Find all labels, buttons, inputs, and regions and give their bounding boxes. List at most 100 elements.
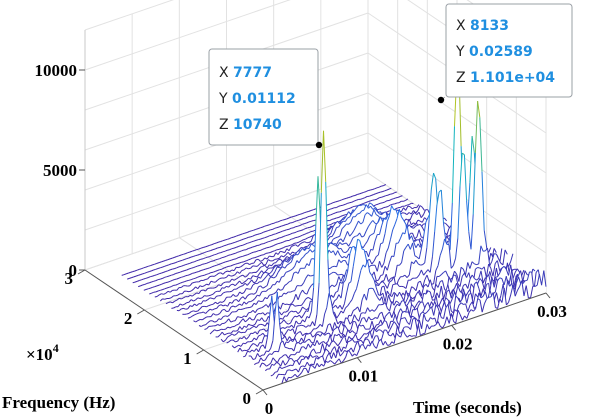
series-segment xyxy=(419,224,423,228)
series-segment xyxy=(201,252,205,254)
series-segment xyxy=(164,265,167,267)
series-segment xyxy=(264,257,268,260)
series-segment xyxy=(247,293,250,297)
series-segment xyxy=(378,329,382,331)
series-segment xyxy=(369,194,372,197)
series-segment xyxy=(227,302,231,307)
series-segment xyxy=(173,262,176,264)
series-segment xyxy=(340,220,344,224)
series-segment xyxy=(228,306,232,312)
series-segment xyxy=(350,266,354,282)
series-fill xyxy=(243,245,508,358)
series-segment xyxy=(234,299,237,301)
series-segment xyxy=(234,251,238,254)
series-segment xyxy=(433,324,437,327)
series-segment xyxy=(163,282,166,284)
series-segment xyxy=(308,285,312,290)
series-segment xyxy=(225,315,228,317)
series-segment xyxy=(264,297,268,300)
series-segment xyxy=(199,253,203,255)
series-segment xyxy=(261,317,265,322)
series-segment xyxy=(420,236,425,249)
series-segment xyxy=(255,228,259,230)
series-segment xyxy=(291,245,294,248)
series-segment xyxy=(345,341,349,349)
series-segment xyxy=(361,333,365,337)
series-segment xyxy=(269,276,272,279)
series-segment xyxy=(198,247,202,250)
series-segment xyxy=(275,373,279,379)
series-segment xyxy=(508,261,512,267)
series-segment xyxy=(308,231,312,234)
series-segment xyxy=(255,324,259,329)
series-segment xyxy=(200,300,204,305)
series-segment xyxy=(201,263,205,265)
series-segment xyxy=(345,242,350,247)
series-segment xyxy=(357,340,361,349)
series-segment xyxy=(412,207,415,210)
series-segment xyxy=(298,346,303,353)
series-segment xyxy=(160,266,163,269)
series-segment xyxy=(273,233,276,235)
series-segment xyxy=(256,329,261,335)
series-segment xyxy=(239,291,243,295)
series-segment xyxy=(329,323,333,331)
series-segment xyxy=(279,248,282,250)
series-segment xyxy=(333,227,337,233)
series-segment xyxy=(219,277,223,279)
series-segment xyxy=(303,325,307,328)
series-segment xyxy=(164,298,168,300)
series-segment xyxy=(337,326,341,333)
series-segment xyxy=(187,274,191,276)
series-segment xyxy=(476,263,479,266)
series-segment xyxy=(190,256,194,258)
series-segment xyxy=(168,263,172,266)
series-segment xyxy=(207,256,210,258)
series-segment xyxy=(471,136,475,153)
series-segment xyxy=(228,318,232,323)
series-segment xyxy=(514,268,518,273)
series-segment xyxy=(426,308,430,313)
series-segment xyxy=(152,274,155,277)
series-segment xyxy=(351,210,355,214)
series-segment xyxy=(159,298,163,302)
series-segment xyxy=(242,307,246,310)
series-segment xyxy=(275,371,278,373)
series-segment xyxy=(307,215,311,218)
series-segment xyxy=(128,271,131,274)
series-segment xyxy=(433,172,437,179)
series-segment xyxy=(327,236,331,241)
y-tick-mark xyxy=(255,389,264,395)
series-segment xyxy=(298,314,302,319)
series-segment xyxy=(429,291,433,301)
series-segment xyxy=(283,235,286,237)
series-segment xyxy=(364,196,368,199)
series-segment xyxy=(219,309,223,314)
series-segment xyxy=(483,298,488,305)
data-tip-1-x-value: 7777 xyxy=(233,65,272,81)
series-segment xyxy=(258,285,261,288)
series-segment xyxy=(243,267,247,271)
series-segment xyxy=(297,243,301,247)
series-segment xyxy=(502,249,506,265)
series-segment xyxy=(295,214,298,217)
data-tip-1[interactable]: X 7777 Y 0.01112 Z 10740 xyxy=(208,48,323,149)
series-segment xyxy=(292,242,295,246)
series-segment xyxy=(196,303,200,307)
series-segment xyxy=(304,316,308,323)
series-segment xyxy=(359,318,363,324)
series-segment xyxy=(465,262,469,276)
series-segment xyxy=(272,250,275,252)
series-segment xyxy=(310,283,314,286)
series-segment xyxy=(276,266,280,269)
series-segment xyxy=(228,254,231,256)
data-tip-2[interactable]: X 8133 Y 0.02589 Z 1.101e+04 xyxy=(437,3,573,104)
series-segment xyxy=(330,271,334,274)
series-segment xyxy=(205,245,208,248)
series-segment xyxy=(335,250,339,256)
series-segment xyxy=(394,265,398,278)
series-segment xyxy=(246,272,250,277)
series-segment xyxy=(295,310,299,315)
series-segment xyxy=(403,247,407,252)
